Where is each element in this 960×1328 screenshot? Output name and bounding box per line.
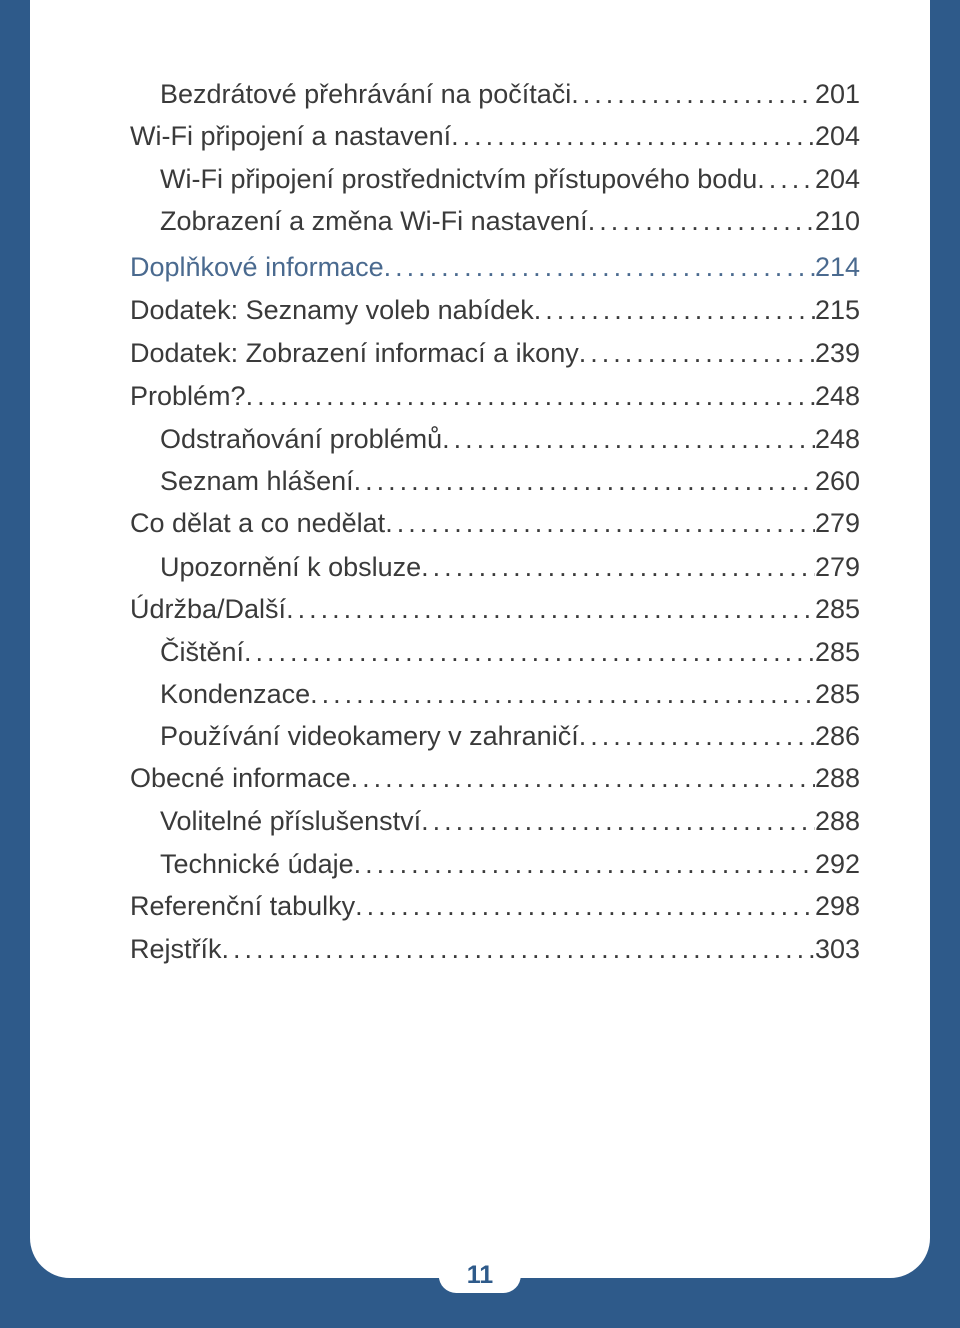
document-page: Bezdrátové přehrávání na počítači201Wi-F…	[30, 0, 930, 1278]
toc-leader-dots	[351, 763, 815, 794]
toc-label: Co dělat a co nedělat	[130, 504, 385, 543]
toc-label: Údržba/Další	[130, 590, 286, 629]
page-number: 11	[467, 1261, 493, 1289]
toc-leader-dots	[244, 637, 815, 668]
toc-leader-dots	[354, 849, 815, 880]
toc-label: Upozornění k obsluze	[160, 548, 421, 587]
toc-leader-dots	[310, 679, 815, 710]
toc-entry: Problém? 248	[130, 377, 860, 416]
toc-leader-dots	[534, 295, 815, 326]
toc-label: Rejstřík	[130, 930, 222, 969]
toc-page-number: 286	[815, 717, 860, 756]
toc-leader-dots	[384, 252, 815, 283]
toc-label: Seznam hlášení	[160, 462, 354, 501]
toc-page-number: 239	[815, 334, 860, 373]
toc-page-number: 204	[815, 117, 860, 156]
toc-entry: Doplňkové informace 214	[130, 248, 860, 287]
table-of-contents: Bezdrátové přehrávání na počítači201Wi-F…	[130, 75, 860, 969]
toc-entry: Volitelné příslušenství 288	[160, 802, 860, 841]
toc-label: Kondenzace	[160, 675, 310, 714]
toc-leader-dots	[588, 206, 815, 237]
toc-label: Dodatek: Zobrazení informací a ikony	[130, 334, 579, 373]
toc-label: Wi-Fi připojení prostřednictvím přístupo…	[160, 160, 757, 199]
toc-entry: Dodatek: Zobrazení informací a ikony 239	[130, 334, 860, 373]
toc-entry: Odstraňování problémů 248	[160, 420, 860, 459]
toc-page-number: 248	[815, 377, 860, 416]
toc-label: Čištění	[160, 633, 244, 672]
toc-page-number: 285	[815, 633, 860, 672]
toc-page-number: 248	[815, 420, 860, 459]
toc-page-number: 210	[815, 202, 860, 241]
toc-entry: Používání videokamery v zahraničí 286	[160, 717, 860, 756]
toc-label: Dodatek: Seznamy voleb nabídek	[130, 291, 534, 330]
toc-leader-dots	[246, 381, 815, 412]
toc-entry: Rejstřík 303	[130, 930, 860, 969]
toc-label: Volitelné příslušenství	[160, 802, 421, 841]
toc-entry: Wi-Fi připojení prostřednictvím přístupo…	[160, 160, 860, 199]
toc-leader-dots	[354, 466, 815, 497]
toc-entry: Údržba/Další 285	[130, 590, 860, 629]
toc-leader-dots	[757, 164, 815, 195]
toc-page-number: 288	[815, 759, 860, 798]
toc-entry: Bezdrátové přehrávání na počítači 201	[160, 75, 860, 114]
toc-leader-dots	[222, 934, 815, 965]
toc-label: Bezdrátové přehrávání na počítači	[160, 75, 571, 114]
page-number-badge: 11	[439, 1258, 521, 1293]
toc-leader-dots	[571, 79, 815, 110]
toc-page-number: 285	[815, 675, 860, 714]
toc-entry: Seznam hlášení 260	[160, 462, 860, 501]
toc-page-number: 215	[815, 291, 860, 330]
toc-entry: Obecné informace 288	[130, 759, 860, 798]
toc-entry: Zobrazení a změna Wi-Fi nastavení 210	[160, 202, 860, 241]
toc-label: Obecné informace	[130, 759, 351, 798]
toc-label: Wi-Fi připojení a nastavení	[130, 117, 451, 156]
toc-leader-dots	[579, 721, 815, 752]
toc-leader-dots	[385, 508, 815, 539]
toc-entry: Co dělat a co nedělat 279	[130, 504, 860, 543]
toc-page-number: 279	[815, 548, 860, 587]
toc-leader-dots	[579, 338, 815, 369]
toc-entry: Wi-Fi připojení a nastavení 204	[130, 117, 860, 156]
toc-page-number: 285	[815, 590, 860, 629]
toc-label: Doplňkové informace	[130, 248, 384, 287]
toc-entry: Technické údaje 292	[160, 845, 860, 884]
toc-page-number: 260	[815, 462, 860, 501]
toc-leader-dots	[421, 806, 815, 837]
toc-leader-dots	[286, 594, 815, 625]
toc-entry: Upozornění k obsluze 279	[160, 548, 860, 587]
toc-page-number: 298	[815, 887, 860, 926]
toc-page-number: 288	[815, 802, 860, 841]
toc-label: Technické údaje	[160, 845, 354, 884]
toc-page-number: 303	[815, 930, 860, 969]
toc-entry: Referenční tabulky 298	[130, 887, 860, 926]
toc-label: Odstraňování problémů	[160, 420, 442, 459]
toc-label: Používání videokamery v zahraničí	[160, 717, 579, 756]
toc-page-number: 214	[815, 248, 860, 287]
toc-label: Zobrazení a změna Wi-Fi nastavení	[160, 202, 588, 241]
toc-leader-dots	[442, 424, 815, 455]
toc-entry: Dodatek: Seznamy voleb nabídek 215	[130, 291, 860, 330]
toc-leader-dots	[421, 552, 815, 583]
toc-leader-dots	[451, 121, 815, 152]
toc-page-number: 201	[815, 75, 860, 114]
toc-page-number: 292	[815, 845, 860, 884]
toc-label: Referenční tabulky	[130, 887, 355, 926]
toc-label: Problém?	[130, 377, 246, 416]
toc-leader-dots	[355, 891, 815, 922]
toc-page-number: 279	[815, 504, 860, 543]
toc-entry: Kondenzace 285	[160, 675, 860, 714]
toc-entry: Čištění 285	[160, 633, 860, 672]
toc-page-number: 204	[815, 160, 860, 199]
